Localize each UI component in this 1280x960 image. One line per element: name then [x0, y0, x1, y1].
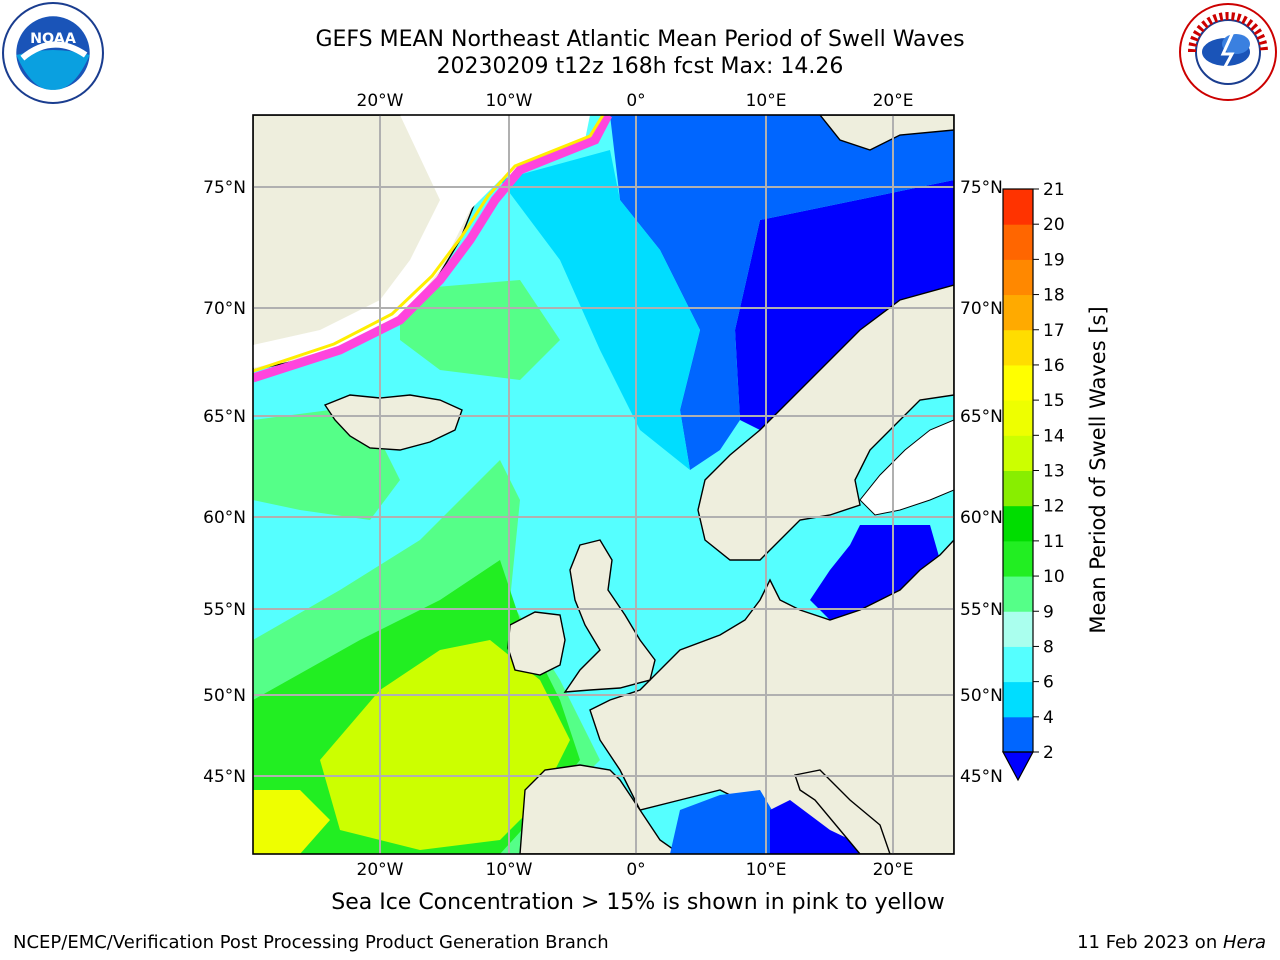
- lat-label-right: 60°N: [960, 508, 1003, 528]
- colorbar-segment: [1003, 646, 1033, 683]
- chart-subtitle: 20230209 t12z 168h fcst Max: 14.26: [436, 54, 844, 79]
- scandinavia-landmass: [697, 284, 954, 561]
- lon-label-top: 10°E: [746, 91, 787, 111]
- nws-logo: [1179, 3, 1277, 101]
- colorbar-segment: [1003, 716, 1033, 753]
- colorbar-tick-label: 10: [1043, 567, 1065, 587]
- lat-label-left: 55°N: [203, 600, 246, 620]
- colorbar-tick-label: 14: [1043, 426, 1065, 446]
- lat-label-right: 75°N: [960, 178, 1003, 198]
- lon-label-bottom: 0°: [626, 860, 645, 880]
- swell-field-yellow-green: [320, 640, 570, 850]
- noaa-logo: NOAA: [2, 2, 104, 104]
- colorbar-segment: [1003, 259, 1033, 296]
- sea-ice-edge-yellow: [253, 115, 605, 373]
- colorbar-tick-label: 6: [1043, 673, 1054, 693]
- lon-label-bottom: 10°E: [746, 860, 787, 880]
- sea-ice-note: Sea Ice Concentration > 15% is shown in …: [331, 890, 945, 915]
- lon-label-top: 0°: [626, 91, 645, 111]
- footer-date-text: 11 Feb 2023 on: [1077, 932, 1223, 953]
- swell-field-yellow: [253, 790, 330, 854]
- colorbar-segment: [1003, 611, 1033, 647]
- colorbar-segment: [1003, 576, 1033, 612]
- colorbar-segment: [1003, 540, 1033, 577]
- svalbard-landmass: [819, 115, 954, 151]
- colorbar: 2 4 6 8 9 10 11 12 13 14 15 16 17 18 19 20 21: [1001, 180, 1065, 782]
- great-britain-landmass: [563, 539, 656, 693]
- colorbar-tick-label: 20: [1043, 215, 1065, 235]
- greenland-ice-edge: [253, 115, 590, 368]
- graticule: [253, 115, 954, 854]
- colorbar-segment: [1003, 189, 1033, 225]
- colorbar-tick-label: 17: [1043, 321, 1065, 341]
- colorbar-tick-label: 12: [1043, 497, 1065, 517]
- baltic-gulf: [859, 419, 954, 516]
- swell-field-green-central: [400, 280, 560, 380]
- colorbar-tick-label: 21: [1043, 180, 1065, 200]
- map-frame: [252, 114, 955, 855]
- footer-credit: NCEP/EMC/Verification Post Processing Pr…: [13, 932, 609, 953]
- italy-landmass: [794, 769, 891, 854]
- colorbar-segment: [1003, 470, 1033, 507]
- colorbar-tick-label: 18: [1043, 286, 1065, 306]
- lat-label-right: 55°N: [960, 600, 1003, 620]
- lat-label-right: 50°N: [960, 686, 1003, 706]
- lat-label-left: 50°N: [203, 686, 246, 706]
- colorbar-tick-label: 9: [1043, 602, 1054, 622]
- colorbar-label: Mean Period of Swell Waves [s]: [1086, 306, 1110, 634]
- colorbar-tick-label: 13: [1043, 462, 1065, 482]
- colorbar-segment: [1003, 364, 1033, 401]
- svg-text:NOAA: NOAA: [30, 31, 76, 47]
- colorbar-segment: [1003, 505, 1033, 542]
- colorbar-segment: [1003, 224, 1033, 260]
- lat-label-right: 70°N: [960, 299, 1003, 319]
- colorbar-tick-label: 4: [1043, 708, 1054, 728]
- lon-label-bottom: 10°W: [486, 860, 533, 880]
- colorbar-segment: [1003, 329, 1033, 366]
- colorbar-segment: [1003, 400, 1033, 436]
- tyrrhenian-sea: [770, 800, 880, 854]
- lat-label-left: 60°N: [203, 508, 246, 528]
- lat-label-right: 65°N: [960, 407, 1003, 427]
- lon-label-top: 20°W: [357, 91, 404, 111]
- swell-field-deep-blue-north: [735, 180, 954, 430]
- colorbar-tick-label: 16: [1043, 356, 1065, 376]
- footer-machine: Hera: [1222, 932, 1266, 953]
- lon-label-top: 20°E: [873, 91, 914, 111]
- colorbar-tick-label: 19: [1043, 250, 1065, 270]
- colorbar-segment: [1003, 681, 1033, 718]
- lat-label-right: 45°N: [960, 767, 1003, 787]
- colorbar-tick-label: 2: [1043, 743, 1054, 763]
- colorbar-tick-label: 11: [1043, 532, 1065, 552]
- ireland-landmass: [507, 611, 566, 676]
- footer-date: 11 Feb 2023 on Hera: [1077, 932, 1266, 953]
- lon-label-bottom: 20°E: [873, 860, 914, 880]
- lat-label-left: 75°N: [203, 178, 246, 198]
- swell-field-mid-cyan: [500, 150, 700, 470]
- lat-label-left: 45°N: [203, 767, 246, 787]
- sea-ice-edge: [253, 115, 612, 383]
- baltic-sea: [810, 525, 940, 620]
- lon-label-top: 10°W: [486, 91, 533, 111]
- lat-label-left: 70°N: [203, 299, 246, 319]
- lat-label-left: 65°N: [203, 407, 246, 427]
- colorbar-segment: [1003, 294, 1033, 331]
- colorbar-tick-label: 8: [1043, 637, 1054, 657]
- colorbar-tick-label: 15: [1043, 391, 1065, 411]
- chart-title: GEFS MEAN Northeast Atlantic Mean Period…: [315, 27, 965, 52]
- europe-landmass: [589, 500, 954, 854]
- mediterranean-sea: [670, 790, 790, 854]
- lon-label-bottom: 20°W: [357, 860, 404, 880]
- colorbar-under-triangle: [1001, 751, 1035, 782]
- swell-field-blue-north: [610, 115, 954, 470]
- colorbar-segment: [1003, 435, 1033, 471]
